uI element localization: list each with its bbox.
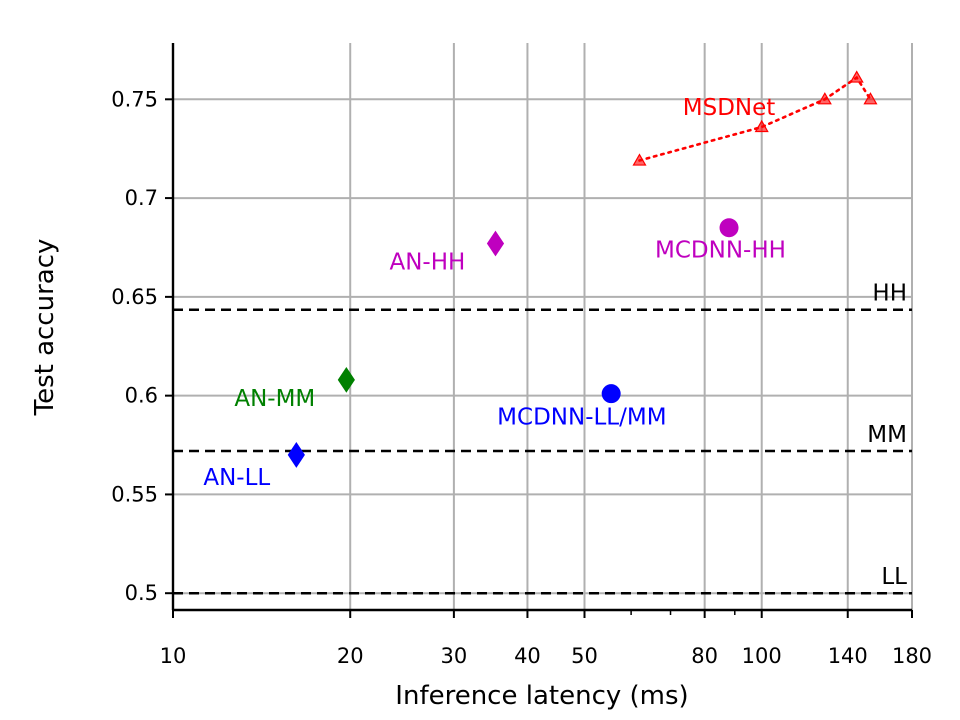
data-marks	[287, 70, 878, 468]
y-tick-label: 0.6	[125, 384, 158, 408]
point-label-mcdnn-ll-mm: MCDNN-LL/MM	[497, 405, 666, 431]
point-an-hh	[486, 230, 505, 257]
x-axis-title: Inference latency (ms)	[395, 681, 688, 711]
x-tick-label: 50	[571, 644, 598, 668]
point-an-ll	[287, 442, 305, 468]
y-axis-title: Test accuracy	[30, 239, 60, 417]
series-point-msdnet	[754, 119, 769, 133]
point-label-an-ll: AN-LL	[203, 465, 270, 491]
x-tick-label: 10	[160, 644, 187, 668]
reference-line-label-hh: HH	[872, 281, 907, 307]
point-mcdnn-hh	[719, 218, 739, 238]
y-tick-label: 0.55	[111, 482, 158, 506]
x-tick-label: 30	[441, 644, 468, 668]
series-point-msdnet	[863, 92, 878, 105]
point-label-an-hh: AN-HH	[389, 250, 465, 276]
x-tick-label: 180	[892, 644, 932, 668]
series-label-msdnet: MSDNet	[683, 95, 776, 121]
labels: HH MM LL MSDNet AN-LL AN-MM AN-HH MCDNN-LL/MM MC…	[203, 95, 907, 590]
x-tick-label: 40	[514, 644, 541, 668]
y-tick-label: 0.65	[111, 285, 158, 309]
point-mcdnn-ll-mm	[601, 384, 621, 404]
reference-lines	[173, 308, 912, 595]
point-label-mcdnn-hh: MCDNN-HH	[655, 238, 786, 264]
point-label-an-mm: AN-MM	[234, 386, 315, 412]
grid	[172, 43, 913, 610]
y-tick-label: 0.5	[125, 581, 158, 605]
y-tick-label: 0.7	[125, 186, 158, 210]
reference-line-label-mm: MM	[867, 422, 907, 448]
x-tick-label: 100	[742, 644, 782, 668]
x-tick-label: 80	[691, 644, 718, 668]
point-an-mm	[337, 366, 355, 393]
series-point-msdnet	[849, 70, 864, 83]
x-tick-label: 140	[828, 644, 868, 668]
x-tick-label: 20	[337, 644, 364, 668]
y-tick-label: 0.75	[111, 87, 158, 111]
series-point-msdnet	[632, 153, 647, 166]
axes: 10 20 30 40 50 80 100 140 180 0.5 0.55 0.6 0.65 0.7 0.…	[111, 43, 932, 668]
reference-line-label-ll: LL	[881, 564, 907, 590]
series-point-msdnet	[817, 92, 832, 105]
